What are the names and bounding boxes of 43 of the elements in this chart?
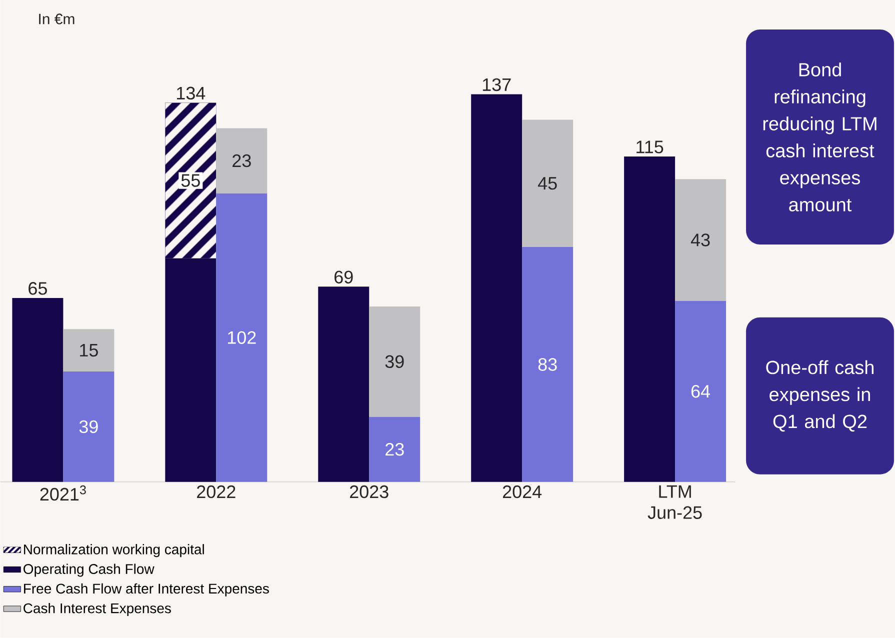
data-label: 15 (80, 344, 98, 357)
data-label: 39 (385, 355, 404, 368)
x-tick-label: 2023 (350, 485, 388, 498)
bar (675, 179, 726, 301)
data-label: 23 (386, 443, 404, 456)
bar (63, 372, 114, 482)
x-tick-label: 2022 (197, 485, 236, 498)
total-label: 134 (177, 86, 206, 100)
total-label: 137 (482, 78, 511, 92)
bar (522, 247, 574, 482)
data-label: 64 (691, 385, 710, 398)
x-tick-label: LTM Jun-25 (648, 485, 702, 520)
x-tick-label: 2021$^{3}$ (40, 485, 86, 501)
bar (522, 120, 574, 248)
bar (318, 286, 370, 482)
bar (369, 306, 420, 417)
bar (63, 329, 114, 372)
bar (675, 300, 726, 482)
total-label: 69 (334, 270, 353, 284)
total-label: 115 (636, 140, 664, 154)
bar (12, 298, 64, 482)
bar (471, 94, 522, 482)
legend-label: Free Cash Flow after Interest Expenses (24, 583, 269, 596)
text: Bond refinancing reducing LTM cash interest expenses amount (763, 62, 876, 212)
data-label: 23 (232, 154, 251, 168)
bar (624, 156, 676, 482)
legend-label: Operating Cash Flow (24, 564, 154, 577)
data-label: 102 (228, 331, 256, 344)
text: In €m (39, 14, 74, 24)
text: One-off cash expenses in Q1 and Q2 (766, 360, 874, 432)
data-label: 39 (79, 420, 98, 434)
bar (216, 193, 268, 482)
total-label: 65 (28, 282, 47, 295)
bar (369, 416, 420, 482)
x-tick-label: 2024 (502, 485, 542, 498)
data-label: 45 (538, 177, 557, 190)
bar (165, 258, 216, 482)
legend-label: Cash Interest Expenses (24, 603, 171, 616)
bar (216, 128, 268, 194)
data-label: 55 (181, 174, 200, 187)
data-label: 43 (690, 234, 710, 246)
legend-label: Normalization working capital (24, 544, 204, 558)
data-label: 83 (538, 358, 557, 371)
